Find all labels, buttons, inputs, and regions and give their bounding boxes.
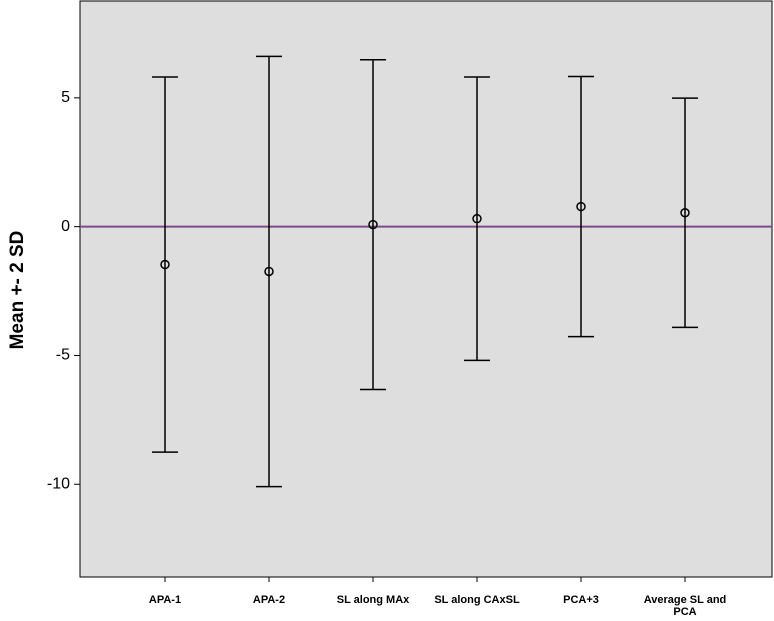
y-tick-label: 5 [61, 89, 70, 106]
y-tick-label: 0 [61, 218, 70, 235]
mean-marker [680, 207, 690, 218]
x-tick-label: APA-2 [252, 594, 286, 606]
x-tick-label: Average SL and PCA [643, 594, 727, 618]
x-tick-label: PCA+3 [563, 594, 599, 606]
mean-marker [264, 266, 274, 277]
mean-marker [472, 213, 482, 224]
y-tick-label: -5 [56, 347, 70, 364]
mean-marker [368, 219, 378, 230]
x-tick-label: SL along MAx [336, 594, 410, 606]
plot-area [79, 0, 773, 578]
y-tick-label: -10 [47, 475, 70, 492]
mean-marker [160, 259, 170, 270]
mean-marker [576, 201, 586, 212]
y-axis-label: Mean +- 2 SD [7, 231, 28, 350]
x-tick-label: APA-1 [148, 594, 182, 606]
x-tick-label: SL along CAxSL [434, 594, 520, 606]
